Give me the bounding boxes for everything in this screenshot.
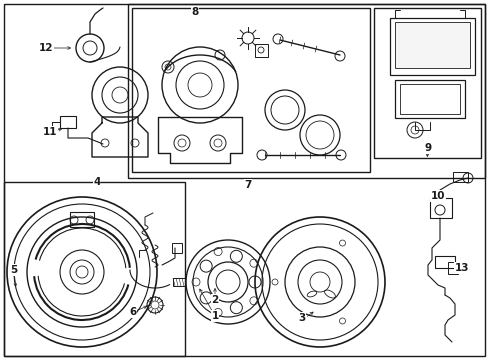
Text: 12: 12 (39, 43, 53, 53)
Bar (172, 243, 182, 253)
Bar (128, 4, 484, 178)
Bar (132, 8, 369, 172)
Text: 7: 7 (244, 180, 251, 190)
Bar (452, 172, 467, 182)
Text: 9: 9 (424, 143, 431, 153)
Bar (429, 198, 451, 218)
Text: 11: 11 (42, 127, 57, 137)
Bar (70, 212, 94, 227)
Bar (4, 182, 184, 356)
Bar (447, 262, 457, 274)
Text: 4: 4 (93, 177, 101, 187)
Text: 5: 5 (10, 265, 18, 275)
Bar (373, 8, 480, 158)
Bar (254, 44, 267, 57)
Text: 10: 10 (430, 191, 445, 201)
Text: 3: 3 (298, 313, 305, 323)
Bar (394, 80, 464, 118)
Bar (434, 256, 454, 268)
Bar (389, 18, 474, 75)
Text: 8: 8 (191, 7, 198, 17)
Text: 2: 2 (211, 295, 218, 305)
Bar (60, 116, 76, 128)
Bar (399, 84, 459, 114)
Bar (173, 278, 184, 286)
Bar (394, 22, 469, 68)
Text: 1: 1 (211, 311, 218, 321)
Text: 13: 13 (454, 263, 468, 273)
Text: 6: 6 (129, 307, 136, 317)
